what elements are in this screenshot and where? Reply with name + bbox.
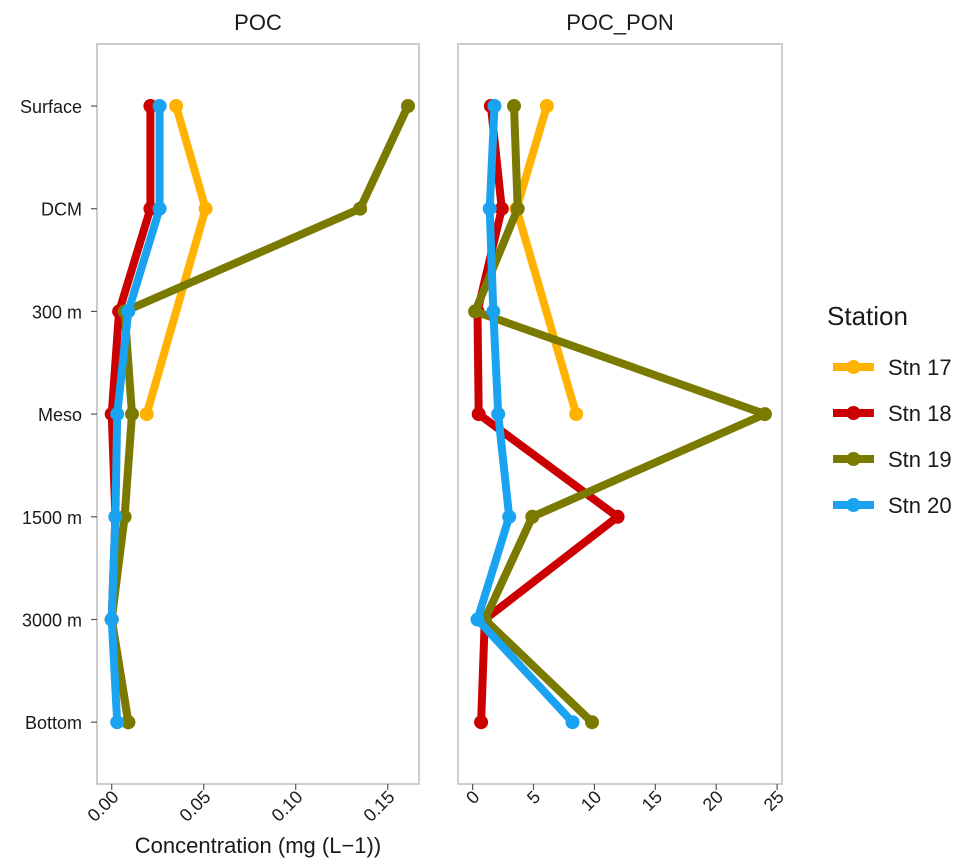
poc-pon-x-tick-label-2: 10 — [577, 787, 605, 815]
poc-pon-point-stn-19-meso — [757, 407, 772, 422]
panel-poc-pon-x-ticks: 0 5 10 15 20 25 — [462, 784, 788, 815]
legend-label-stn-17: Stn 17 — [888, 355, 952, 380]
panel-poc: POC 0.00 0.05 0.10 0.15 — [84, 10, 420, 826]
legend-label-stn-20: Stn 20 — [888, 493, 952, 518]
poc-point-stn-20-surface — [152, 99, 167, 113]
poc-point-stn-17-meso — [139, 407, 154, 422]
poc-pon-point-stn-19-bottom — [585, 715, 599, 730]
poc-pon-point-stn-20-surface — [487, 99, 502, 113]
poc-point-stn-17-dcm — [198, 201, 213, 216]
poc-x-tick-label-0: 0.00 — [84, 787, 123, 826]
panel-title-poc: POC — [234, 10, 282, 35]
legend-swatch-point-stn-17 — [846, 360, 861, 374]
poc-point-stn-17-surface — [169, 99, 184, 113]
poc-pon-point-stn-20-meso — [491, 407, 506, 422]
y-tick-label-surface: Surface — [20, 97, 82, 117]
y-tick-label-300-m: 300 m — [32, 302, 82, 322]
poc-pon-point-stn-19-surface — [507, 99, 521, 113]
panel-poc-x-ticks: 0.00 0.05 0.10 0.15 — [84, 784, 399, 826]
poc-pon-x-tick-label-4: 20 — [699, 787, 727, 815]
legend-title: Station — [827, 301, 908, 331]
legend-swatch-point-stn-19 — [846, 452, 861, 466]
poc-point-stn-19-meso — [125, 407, 139, 422]
legend-items: Stn 17 Stn 18 Stn 19 Stn 20 — [833, 355, 952, 518]
legend: Station Stn 17 Stn 18 Stn 19 Stn 20 — [827, 301, 952, 518]
poc-pon-x-tick-label-3: 15 — [638, 787, 666, 815]
y-tick-label-meso: Meso — [38, 405, 82, 425]
x-axis-label: Concentration (mg (L−1)) — [135, 833, 381, 858]
poc-point-stn-20-dcm — [152, 201, 167, 216]
poc-pon-point-stn-17-meso — [569, 407, 584, 422]
y-tick-label-1500-m: 1500 m — [22, 508, 82, 528]
panel-border-poc-pon — [457, 43, 783, 785]
poc-point-stn-19-surface — [401, 99, 415, 113]
poc-pon-point-stn-18-meso — [471, 407, 486, 422]
poc-pon-point-stn-18-1500-m — [610, 509, 625, 524]
legend-swatch-point-stn-18 — [846, 406, 861, 420]
poc-point-stn-19-bottom — [121, 715, 136, 730]
poc-pon-x-tick-label-5: 25 — [760, 787, 788, 815]
poc-pon-point-stn-19-dcm — [510, 201, 525, 216]
poc-point-stn-20-meso — [110, 407, 125, 422]
panel-title-poc-pon: POC_PON — [566, 10, 674, 35]
poc-pon-point-stn-18-bottom — [474, 715, 489, 730]
panel-poc-pon: POC_PON 0 5 10 15 20 25 — [457, 10, 788, 815]
poc-pon-point-stn-20-dcm — [482, 201, 497, 216]
poc-x-tick-label-3: 0.15 — [360, 787, 399, 826]
y-tick-label-dcm: DCM — [41, 200, 82, 220]
legend-swatch-point-stn-20 — [846, 498, 861, 512]
legend-label-stn-18: Stn 18 — [888, 401, 952, 426]
poc-point-stn-20-300-m — [121, 304, 136, 319]
y-tick-label-3000-m: 3000 m — [22, 611, 82, 631]
poc-pon-point-stn-20-3000-m — [470, 612, 485, 627]
y-tick-label-bottom: Bottom — [25, 713, 82, 733]
poc-pon-point-stn-19-300-m — [468, 304, 483, 319]
poc-pon-point-stn-20-300-m — [486, 304, 501, 319]
poc-point-stn-20-1500-m — [108, 509, 123, 524]
y-axis: Surface DCM 300 m Meso 1500 m 3000 m Bottom — [20, 97, 97, 733]
poc-pon-point-stn-17-surface — [539, 99, 554, 113]
poc-pon-point-stn-19-1500-m — [525, 509, 540, 524]
poc-pon-point-stn-20-1500-m — [502, 509, 517, 524]
poc-x-tick-label-2: 0.10 — [268, 787, 307, 826]
panel-poc-marks — [104, 99, 415, 730]
poc-pon-point-stn-18-dcm — [494, 201, 509, 216]
poc-point-stn-20-bottom — [110, 715, 125, 730]
poc-pon-line-stn-19 — [471, 102, 769, 727]
panel-poc-pon-marks — [468, 99, 772, 730]
poc-point-stn-19-dcm — [353, 201, 368, 216]
poc-pon-point-stn-20-bottom — [565, 715, 580, 730]
poc-pon-line-stn-17 — [512, 102, 581, 419]
poc-line-stn-17 — [142, 102, 210, 419]
poc-point-stn-20-3000-m — [104, 612, 119, 627]
poc-x-tick-label-1: 0.05 — [176, 787, 215, 826]
legend-label-stn-19: Stn 19 — [888, 447, 952, 472]
